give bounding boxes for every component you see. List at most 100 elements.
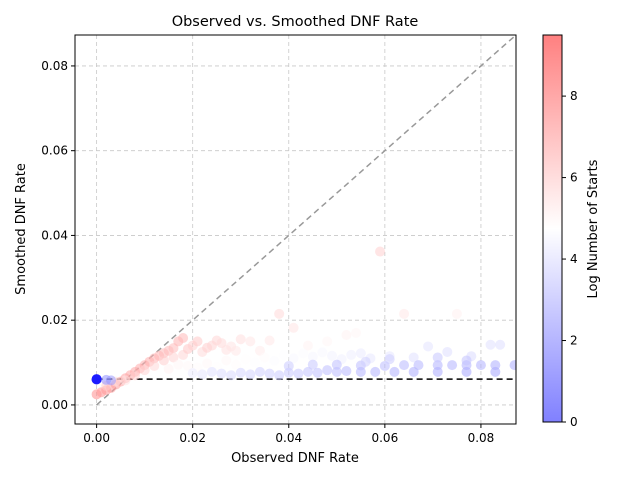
scatter-point <box>216 368 227 379</box>
scatter-point <box>331 366 342 377</box>
scatter-point <box>327 350 338 361</box>
scatter-point <box>432 360 443 371</box>
scatter-point <box>360 356 371 367</box>
scatter-point <box>254 366 265 377</box>
scatter-point <box>274 370 285 381</box>
y-tick-label: 0.06 <box>41 144 68 158</box>
scatter-point <box>149 360 160 371</box>
colorbar-tick-label: 2 <box>570 334 578 348</box>
y-tick-label: 0.00 <box>41 398 68 412</box>
x-tick-label: 0.02 <box>179 431 206 445</box>
scatter-point <box>283 360 294 371</box>
scatter-point <box>451 308 462 319</box>
scatter-point <box>91 374 102 385</box>
scatter-point <box>351 327 362 338</box>
scatter-point <box>447 360 458 371</box>
scatter-point <box>370 366 381 377</box>
scatter-point <box>245 336 256 347</box>
scatter-point <box>173 359 184 370</box>
scatter-point <box>509 360 516 371</box>
colorbar-tick-label: 6 <box>570 171 578 185</box>
reference-lines <box>96 35 516 406</box>
scatter-point <box>375 246 386 257</box>
scatter-point <box>206 366 217 377</box>
scatter-point <box>235 334 246 345</box>
scatter-point <box>442 346 453 357</box>
scatter-point <box>298 348 309 359</box>
y-axis-label: Smoothed DNF Rate <box>14 163 29 295</box>
y-tick-label: 0.04 <box>41 228 68 242</box>
scatter-point <box>163 363 174 374</box>
scatter-point <box>158 355 169 366</box>
colorbar-ticks: 0 2 4 6 8 <box>562 89 578 429</box>
scatter-point <box>230 345 241 356</box>
scatter-point <box>230 359 241 370</box>
scatter-point <box>269 355 280 366</box>
scatter-point <box>202 358 213 369</box>
scatter-point <box>278 349 289 360</box>
scatter-point <box>384 354 395 365</box>
scatter-point <box>307 351 318 362</box>
scatter-point <box>226 370 237 381</box>
scatter-point <box>485 339 496 350</box>
scatter-point <box>259 352 270 363</box>
scatter-point <box>331 359 342 370</box>
colorbar-tick-label: 0 <box>570 415 578 429</box>
y-tick-label: 0.02 <box>41 313 68 327</box>
x-tick-label: 0.00 <box>83 431 110 445</box>
scatter-point <box>475 360 486 371</box>
scatter-point <box>264 368 275 379</box>
scatter-point <box>139 365 150 376</box>
plot-frame <box>74 34 517 425</box>
scatter-point <box>423 341 434 352</box>
scatter-point <box>341 366 352 377</box>
y-tick-label: 0.08 <box>41 59 68 73</box>
x-axis-ticks: 0.00 0.02 0.04 0.06 0.08 <box>83 424 494 445</box>
scatter-point <box>293 368 304 379</box>
scatter-point <box>240 354 251 365</box>
colorbar-gradient <box>542 34 563 423</box>
scatter-point <box>245 369 256 380</box>
scatter-point <box>192 336 203 347</box>
identity-line <box>96 35 516 406</box>
colorbar-label: Log Number of Starts <box>586 159 601 298</box>
scatter-point <box>355 348 366 359</box>
scatter-point <box>182 360 193 371</box>
scatter-point <box>197 369 208 380</box>
scatter-point <box>413 360 424 371</box>
scatter-point <box>408 352 419 363</box>
scatter-point <box>341 330 352 341</box>
scatter-point <box>178 332 189 343</box>
scatter-point <box>302 366 313 377</box>
scatter-point <box>346 349 357 360</box>
colorbar-tick-label: 4 <box>570 252 578 266</box>
scatter-point <box>312 367 323 378</box>
scatter-point <box>322 365 333 376</box>
scatter-point <box>307 359 318 370</box>
scatter-point <box>101 374 112 385</box>
scatter-point <box>302 340 313 351</box>
scatter-point <box>317 347 328 358</box>
x-tick-label: 0.06 <box>371 431 398 445</box>
scatter-points <box>91 246 516 400</box>
scatter-point <box>274 308 285 319</box>
chart-title: Observed vs. Smoothed DNF Rate <box>172 14 419 30</box>
scatter-point <box>288 322 299 333</box>
y-axis-ticks: 0.00 0.02 0.04 0.06 0.08 <box>41 59 75 412</box>
colorbar: 0 2 4 6 8 Log Number of Starts <box>542 34 601 429</box>
scatter-point <box>389 366 400 377</box>
scatter-point <box>432 352 443 363</box>
scatter-point <box>322 336 333 347</box>
scatter-point <box>288 353 299 364</box>
scatter-point <box>461 355 472 366</box>
scatter-point <box>399 308 410 319</box>
scatter-point <box>168 352 179 363</box>
scatter-point <box>490 360 501 371</box>
x-axis-label: Observed DNF Rate <box>231 451 359 466</box>
scatter-point <box>221 355 232 366</box>
scatter-point <box>235 367 246 378</box>
scatter-point <box>264 335 275 346</box>
scatter-point <box>250 357 261 368</box>
scatter-point <box>120 375 131 386</box>
